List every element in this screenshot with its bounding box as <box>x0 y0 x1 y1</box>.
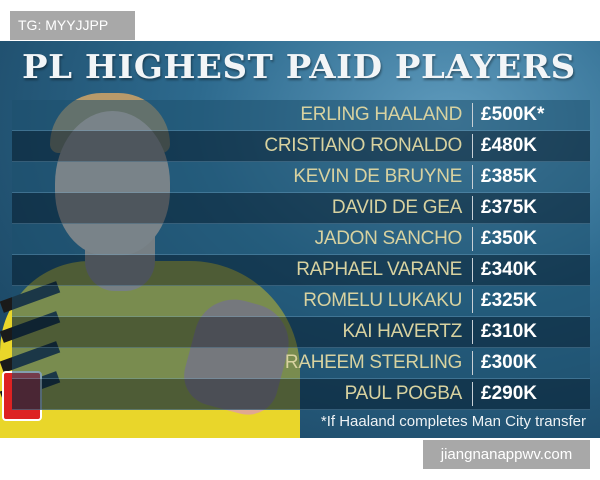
player-wage: £300K <box>481 352 537 373</box>
page-title: PL HIGHEST PAID PLAYERS <box>22 47 576 86</box>
player-wage: £375K <box>481 197 537 218</box>
player-name: ERLING HAALAND <box>300 104 462 125</box>
divider <box>472 351 473 375</box>
wage-table: ERLING HAALAND £500K* CRISTIANO RONALDO £48… <box>12 100 590 410</box>
divider <box>472 382 473 406</box>
player-name: JADON SANCHO <box>314 228 463 249</box>
player-name: ROMELU LUKAKU <box>303 290 462 311</box>
player-name: KEVIN DE BRUYNE <box>293 166 462 187</box>
player-name: KAI HAVERTZ <box>342 321 462 342</box>
divider <box>472 165 473 189</box>
player-wage: £350K <box>481 228 537 249</box>
footnote: *If Haaland completes Man City transfer <box>320 413 586 430</box>
player-name: CRISTIANO RONALDO <box>264 135 462 156</box>
player-wage: £310K <box>481 321 537 342</box>
player-wage: £480K <box>481 135 537 156</box>
player-name: RAPHAEL VARANE <box>296 259 462 280</box>
table-row: PAUL POGBA £290K <box>12 379 590 410</box>
table-row: ROMELU LUKAKU £325K <box>12 286 590 317</box>
table-row: RAPHAEL VARANE £340K <box>12 255 590 286</box>
table-row: JADON SANCHO £350K <box>12 224 590 255</box>
player-name: RAHEEM STERLING <box>284 352 462 373</box>
infographic: PL HIGHEST PAID PLAYERS ERLING HAALAND £5… <box>0 41 600 438</box>
table-row: ERLING HAALAND £500K* <box>12 100 590 131</box>
player-wage: £290K <box>481 383 537 404</box>
player-wage: £325K <box>481 290 537 311</box>
divider <box>472 196 473 220</box>
divider <box>472 103 473 127</box>
table-row: DAVID DE GEA £375K <box>12 193 590 224</box>
divider <box>472 134 473 158</box>
player-name: DAVID DE GEA <box>331 197 462 218</box>
player-wage: £340K <box>481 259 537 280</box>
player-wage: £500K* <box>481 104 545 125</box>
table-row: RAHEEM STERLING £300K <box>12 348 590 379</box>
divider <box>472 227 473 251</box>
player-wage: £385K <box>481 166 537 187</box>
watermark-top: TG: MYYJJPP <box>10 11 135 40</box>
watermark-bottom: jiangnanappwv.com <box>423 440 590 469</box>
divider <box>472 258 473 282</box>
player-name: PAUL POGBA <box>344 383 463 404</box>
divider <box>472 289 473 313</box>
divider <box>472 320 473 344</box>
table-row: KEVIN DE BRUYNE £385K <box>12 162 590 193</box>
table-row: CRISTIANO RONALDO £480K <box>12 131 590 162</box>
table-row: KAI HAVERTZ £310K <box>12 317 590 348</box>
